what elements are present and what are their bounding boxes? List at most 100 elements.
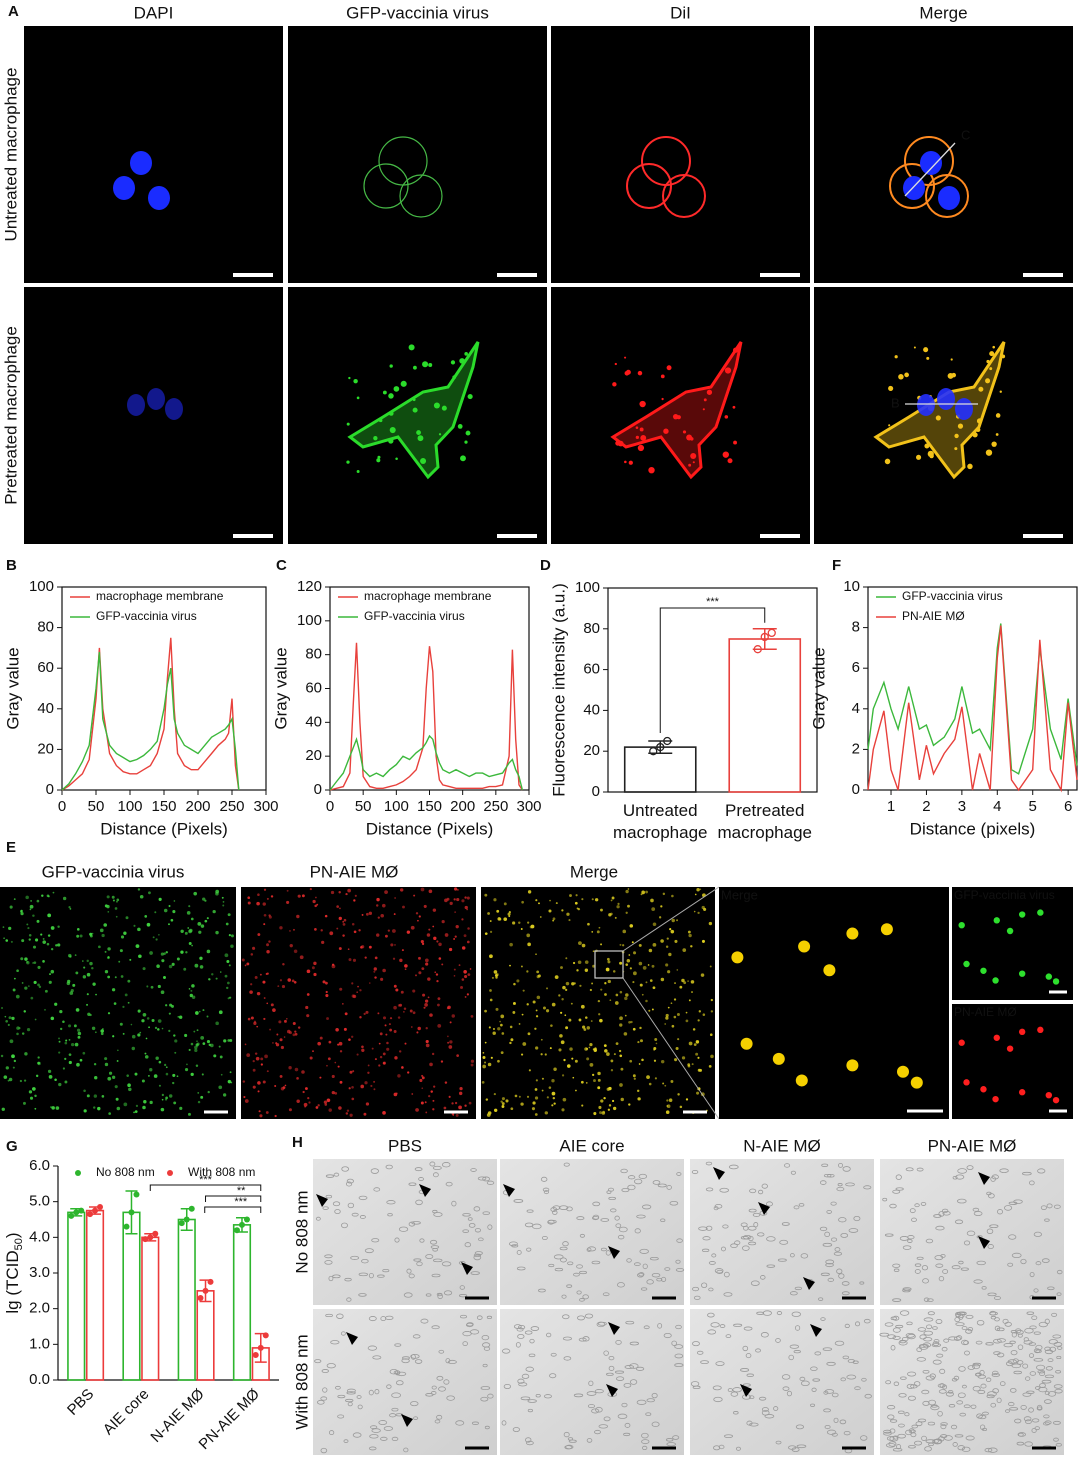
cell	[1056, 1269, 1063, 1275]
particle	[112, 1075, 116, 1079]
cell	[798, 1203, 805, 1207]
particle	[34, 1107, 37, 1110]
particle	[418, 971, 422, 975]
cell	[652, 1180, 661, 1185]
particle	[619, 1016, 623, 1021]
significance-label: ***	[706, 596, 720, 608]
x-tick-label: 150	[417, 798, 442, 815]
particle	[227, 913, 231, 917]
cell	[701, 1282, 708, 1288]
cell	[586, 1391, 597, 1396]
cell	[892, 1327, 901, 1333]
y-tick-label: 5.0	[29, 1193, 50, 1210]
cell	[573, 1272, 580, 1277]
speckle	[699, 457, 702, 460]
particle	[326, 1017, 330, 1020]
panel-letter: F	[832, 557, 841, 574]
particle	[83, 966, 86, 969]
particle	[461, 946, 466, 950]
particle	[12, 1066, 15, 1069]
y-axis-label: lg (TCID50)	[3, 1232, 24, 1313]
particle	[593, 1079, 596, 1082]
particle	[597, 1071, 601, 1076]
particle	[315, 896, 317, 899]
particle	[428, 1094, 431, 1098]
nucleus	[113, 176, 135, 200]
cell	[940, 1422, 948, 1426]
y-axis-label-end: )	[3, 1232, 22, 1238]
particle	[339, 1080, 343, 1084]
particle	[201, 1073, 204, 1076]
particle	[438, 957, 442, 960]
cell	[458, 1294, 468, 1298]
particle	[665, 963, 669, 967]
particle	[118, 960, 121, 963]
cell	[462, 1341, 468, 1347]
column-title: PBS	[388, 1136, 422, 1155]
particle	[253, 1020, 257, 1023]
particle	[336, 905, 339, 908]
cell	[328, 1275, 334, 1282]
cell	[649, 1256, 659, 1261]
speckle	[954, 447, 958, 451]
particle	[157, 1019, 162, 1023]
particle	[47, 913, 52, 918]
speckle	[393, 386, 400, 392]
cell	[527, 1408, 534, 1413]
cell	[1011, 1363, 1022, 1369]
data-point	[238, 1221, 245, 1228]
particle	[417, 1026, 421, 1031]
particle	[359, 1016, 362, 1019]
cell	[790, 1170, 796, 1175]
cell	[886, 1405, 896, 1410]
cell	[986, 1228, 994, 1234]
particle	[186, 1063, 188, 1066]
particle	[171, 962, 175, 966]
particle	[484, 1041, 487, 1044]
nucleus	[127, 394, 145, 416]
particle	[195, 1043, 199, 1047]
particle	[255, 1056, 260, 1061]
cell	[576, 1216, 585, 1221]
cell	[999, 1168, 1009, 1173]
particle	[164, 1098, 168, 1101]
cell	[967, 1365, 975, 1370]
particle	[558, 994, 561, 997]
particle	[374, 956, 378, 960]
cell	[675, 1259, 681, 1264]
cell	[1043, 1414, 1050, 1419]
cell	[825, 1259, 835, 1265]
cell	[1031, 1315, 1038, 1320]
particle	[671, 918, 675, 923]
particle	[4, 1015, 7, 1018]
particle	[338, 947, 342, 951]
particle	[377, 1012, 380, 1015]
particle	[50, 969, 55, 974]
particle	[695, 1040, 700, 1044]
cell	[984, 1447, 993, 1453]
particle	[215, 1021, 219, 1026]
particle	[37, 965, 41, 969]
particle	[526, 933, 531, 938]
particle	[380, 977, 384, 981]
particle	[79, 1058, 83, 1062]
cell	[997, 1209, 1003, 1215]
particle	[311, 966, 315, 970]
particle	[361, 1048, 365, 1052]
particle	[448, 947, 453, 952]
particle	[325, 981, 328, 985]
cell	[743, 1234, 752, 1240]
particle	[625, 911, 628, 914]
cell	[391, 1407, 399, 1412]
particle	[286, 889, 289, 892]
cell	[905, 1167, 914, 1172]
cell	[1021, 1171, 1032, 1176]
cell	[885, 1380, 892, 1385]
particle	[424, 999, 429, 1003]
cell	[481, 1335, 490, 1341]
cell	[977, 1374, 987, 1379]
cell	[925, 1324, 933, 1330]
cell	[517, 1378, 525, 1384]
cell	[592, 1201, 601, 1207]
cell	[839, 1419, 847, 1425]
